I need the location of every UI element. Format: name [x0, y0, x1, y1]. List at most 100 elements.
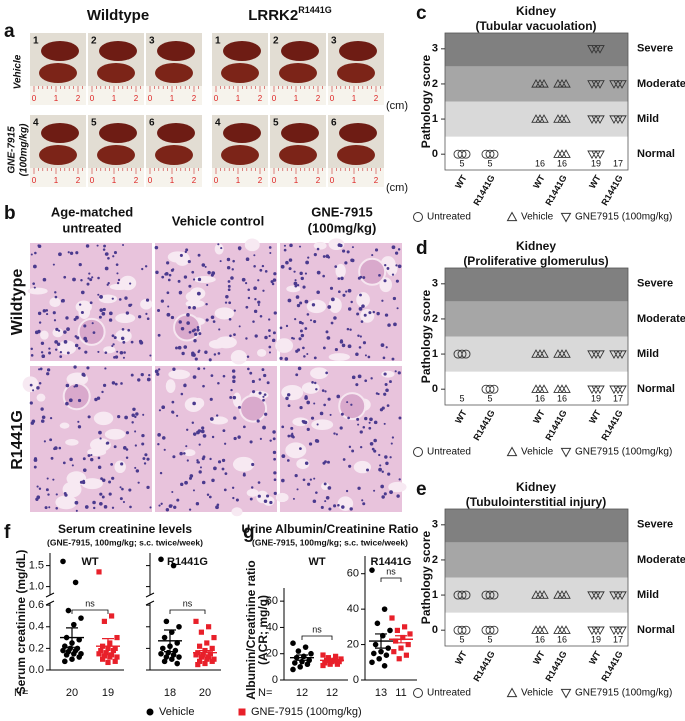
chart-title: (Proliferative glomerulus)	[463, 254, 608, 268]
nucleus	[197, 253, 201, 257]
tubule-lumen	[165, 379, 176, 394]
nucleus	[63, 330, 67, 334]
nucleus	[345, 290, 348, 293]
ruler	[88, 168, 144, 187]
nucleus	[196, 291, 201, 296]
nucleus	[56, 342, 61, 346]
nucleus	[263, 393, 267, 396]
nucleus	[299, 271, 303, 276]
nucleus	[257, 481, 261, 484]
nucleus	[257, 303, 260, 306]
data-point	[381, 606, 388, 612]
nucleus	[185, 248, 189, 252]
severity-band	[445, 268, 628, 302]
nucleus	[119, 350, 124, 355]
tubule-lumen	[212, 416, 228, 424]
nucleus	[135, 412, 139, 416]
nucleus	[397, 371, 401, 375]
nucleus	[99, 501, 103, 506]
column-header: untreated	[62, 220, 121, 235]
nucleus	[81, 372, 86, 377]
photo-number: 4	[33, 118, 39, 129]
nucleus	[223, 488, 227, 492]
nucleus	[36, 386, 40, 390]
nucleus	[191, 329, 195, 333]
nucleus	[197, 367, 201, 371]
nucleus	[40, 341, 45, 345]
data-point	[531, 349, 549, 358]
data-point	[402, 624, 408, 630]
nucleus	[338, 290, 341, 294]
tubule-lumen	[231, 507, 243, 517]
nucleus	[210, 315, 215, 320]
legend-label: Vehicle	[521, 447, 554, 458]
y-tick-label: 2	[432, 554, 438, 566]
nucleus	[201, 426, 205, 430]
tubule-lumen	[230, 349, 247, 365]
ruler-label: 2	[192, 94, 197, 103]
nucleus	[64, 493, 68, 497]
nucleus	[144, 453, 148, 457]
y-tick-label: 1	[432, 589, 438, 601]
x-tick-label: WT	[453, 173, 469, 191]
data-point	[381, 663, 388, 669]
nucleus	[128, 303, 132, 307]
nucleus	[59, 350, 63, 354]
nucleus	[279, 326, 283, 330]
tubule-lumen	[311, 419, 334, 431]
nucleus	[287, 404, 291, 408]
nucleus	[398, 478, 401, 481]
nucleus	[302, 478, 306, 482]
band-label: Moderate	[637, 554, 685, 566]
nucleus	[183, 275, 188, 279]
nucleus	[130, 373, 134, 377]
data-point	[609, 385, 627, 395]
nucleus	[66, 351, 70, 355]
tubule-lumen	[301, 382, 320, 394]
nucleus	[228, 317, 232, 321]
nucleus	[96, 396, 101, 400]
nucleus	[357, 374, 362, 379]
nucleus	[219, 260, 222, 263]
nucleus	[30, 354, 34, 357]
nucleus	[261, 368, 265, 371]
severity-band	[445, 509, 628, 543]
group-title: R1441G	[371, 556, 412, 568]
header-superscript: R1441G	[298, 5, 332, 15]
severity-band	[445, 577, 628, 613]
nucleus	[188, 330, 192, 334]
nucleus	[227, 288, 231, 292]
nucleus	[291, 336, 294, 340]
nucleus	[373, 438, 377, 443]
nucleus	[324, 460, 327, 464]
data-point	[587, 80, 605, 89]
data-point	[369, 659, 375, 666]
nucleus	[65, 316, 69, 320]
nucleus	[252, 320, 255, 323]
band-label: Mild	[637, 589, 659, 601]
nucleus	[102, 248, 106, 251]
nucleus	[375, 392, 379, 395]
chart-title: Kidney	[516, 4, 556, 18]
nucleus	[287, 434, 291, 438]
ruler-label: 0	[272, 176, 277, 185]
kidney	[339, 123, 377, 143]
nucleus	[75, 315, 79, 320]
ruler-label: 2	[76, 94, 81, 103]
n-label: 20	[199, 687, 211, 699]
data-point	[295, 648, 302, 654]
kidney	[221, 145, 259, 165]
nucleus	[304, 299, 309, 304]
nucleus	[295, 295, 300, 299]
nucleus	[268, 345, 272, 349]
nucleus	[121, 487, 124, 491]
panel-letter: c	[416, 3, 427, 24]
n-label: 16	[535, 393, 545, 403]
nucleus	[266, 494, 270, 498]
nucleus	[149, 354, 152, 357]
nucleus	[55, 327, 59, 332]
nucleus	[40, 351, 44, 354]
nucleus	[211, 271, 216, 275]
ruler-label: 1	[170, 94, 175, 103]
nucleus	[227, 284, 231, 288]
